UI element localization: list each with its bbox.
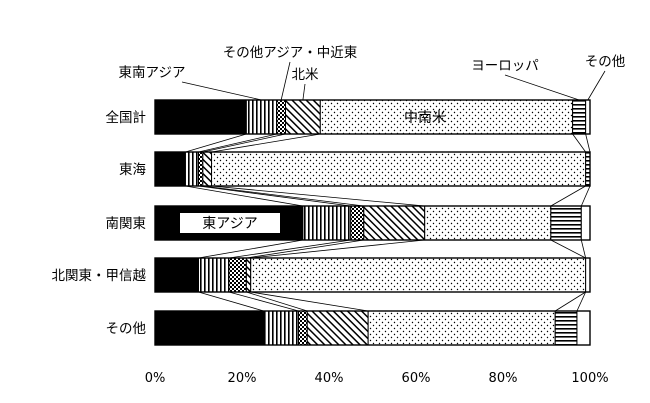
bar-segment-1-0 [154,151,186,187]
connector-line [185,133,247,153]
bar-segment-4-2 [298,310,308,346]
connector-line [580,239,587,259]
bar-segment-4-5 [554,310,578,346]
connector-line [198,291,264,312]
x-tick-label: 80% [489,371,518,386]
connector-line [228,291,299,312]
bar-outline [154,151,591,187]
leader-line [280,61,291,101]
bar-outline [154,257,591,293]
bar-segment-1-4 [211,151,587,187]
bar-outline [154,310,591,346]
bar-outline [154,205,591,241]
bar-segment-2-3 [363,205,426,241]
bar-segment-0-3 [285,99,321,135]
bar-segment-4-6 [576,310,591,346]
connector-line [211,185,425,207]
connector-line [246,291,308,312]
connector-line [550,185,586,207]
connector-line [202,133,286,153]
bar-segment-0-2 [276,99,286,135]
leader-line [504,74,580,101]
x-tick-label: 40% [315,371,344,386]
bar-segment-4-1 [263,310,300,346]
connector-line [211,133,321,153]
series-label: その他 [585,54,626,70]
connector-lines [181,61,606,312]
connector-line [572,133,586,153]
bar-segment-3-2 [228,257,247,293]
bar-segment-2-5 [550,205,582,241]
bar-segment-0-4 [319,99,574,135]
connector-line [198,239,303,259]
series-label-inside: 東アジア [202,216,257,232]
connector-line [250,239,425,259]
leader-line [302,83,306,101]
x-tick-label: 100% [571,371,608,386]
connector-line [580,185,591,207]
connector-line [576,291,587,312]
connector-line [554,291,586,312]
bar-segment-4-4 [367,310,556,346]
label-backing [180,213,280,233]
leader-line [587,70,606,101]
series-label-inside: 中南米 [404,110,446,126]
bar-segment-4-0 [154,310,265,346]
bar-segment-2-1 [302,205,352,241]
connector-line [246,239,364,259]
bar-segment-2-6 [580,205,591,241]
bar-segment-2-4 [424,205,552,241]
bar-segment-3-1 [198,257,230,293]
bars [154,99,591,346]
category-label: 北関東・甲信越 [52,268,147,284]
series-label: その他アジア・中近東 [223,45,357,61]
connector-line [202,185,364,207]
connector-line [198,133,277,153]
category-label: 全国計 [106,109,147,126]
connector-line [550,239,586,259]
leader-line [181,81,262,101]
bar-outline [154,99,591,135]
connector-line [198,185,351,207]
series-label: 東南アジア [119,65,186,81]
x-tick-label: 60% [402,371,431,386]
x-tick-label: 0% [145,371,166,386]
bar-segment-1-3 [202,151,213,187]
bar-segment-3-4 [250,257,587,293]
bar-segment-4-3 [306,310,369,346]
connector-line [585,133,591,153]
bar-segment-0-5 [572,99,587,135]
bar-segment-0-1 [245,99,278,135]
bar-segment-1-2 [198,151,204,187]
x-tick-label: 20% [228,371,257,386]
category-label: 東海 [119,162,146,178]
series-label: ヨーロッパ [471,58,539,74]
connector-line [228,239,351,259]
bar-segment-1-1 [184,151,199,187]
connector-line [250,291,369,312]
category-label: その他 [106,321,147,337]
bar-segment-0-0 [154,99,247,135]
category-label: 南関東 [106,216,147,232]
connector-line [185,185,303,207]
series-label: 北米 [292,67,319,83]
bar-segment-2-2 [350,205,365,241]
bar-segment-3-0 [154,257,199,293]
bar-segment-3-3 [245,257,252,293]
